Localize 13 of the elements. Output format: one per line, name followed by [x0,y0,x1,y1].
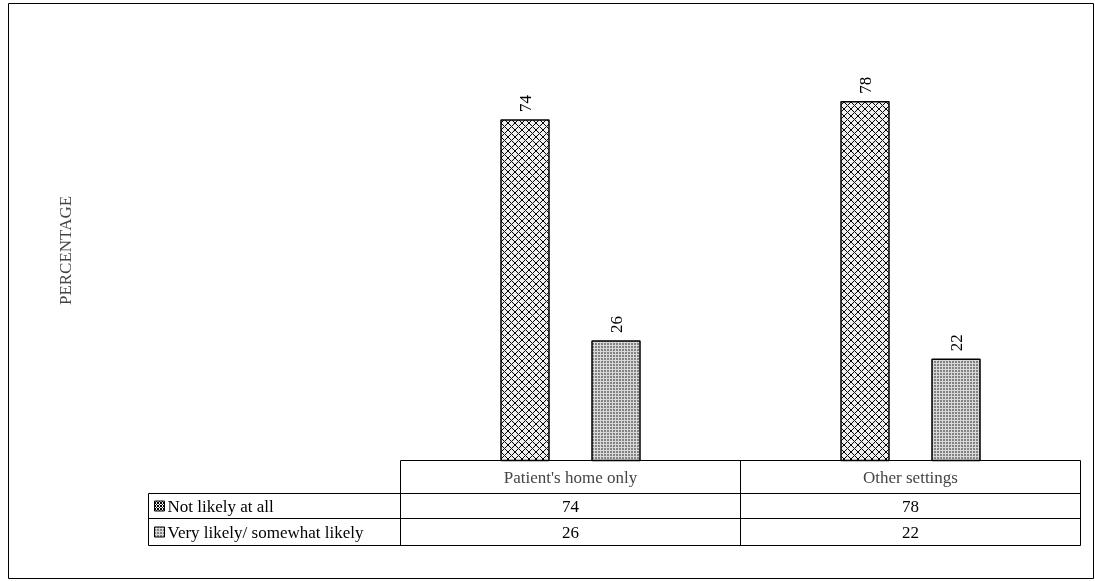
x-tick-label: Other settings [863,467,958,487]
annotation: 78 [855,76,875,94]
text: PERCENTAGE [56,195,75,306]
data-label: 78 [902,496,919,516]
annotation: 74 [515,94,535,113]
data-label: 26 [562,522,579,542]
x-tick-label: Patient's home only [503,467,638,487]
data-label: 22 [902,522,919,542]
legend-label: Not likely at all [167,496,274,516]
data-label: 74 [562,496,580,516]
legend-label: Very likely/ somewhat likely [167,522,364,542]
annotation: 26 [606,315,626,333]
annotation: 22 [946,334,966,352]
